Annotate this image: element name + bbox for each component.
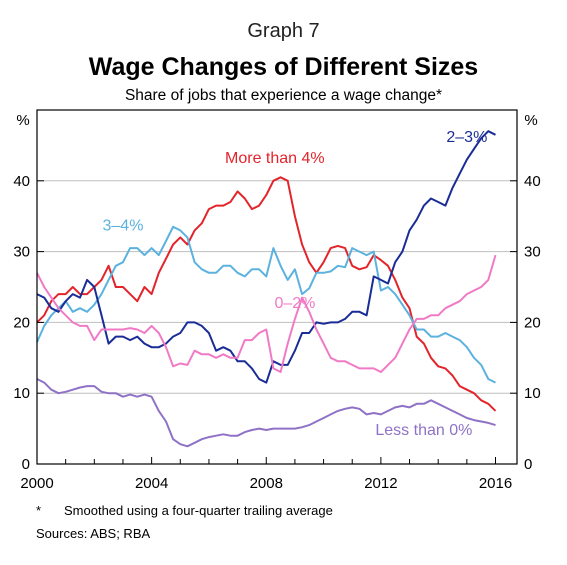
y-tick-label-right-40: 40 — [524, 173, 541, 190]
y-tick-label-right-20: 20 — [524, 314, 541, 331]
axis-ticks: 0 0 10 10 20 20 30 30 40 40 2000 2004 2008 2012 2016 — [13, 173, 540, 492]
chart-subtitle: Share of jobs that experience a wage cha… — [124, 87, 443, 104]
series-label-more-than-4: More than 4% — [225, 150, 325, 167]
y-tick-label-left-0: 0 — [22, 456, 30, 473]
x-tick-label-2016: 2016 — [479, 475, 512, 492]
footnote: * Smoothed using a four-quarter trailing … — [36, 503, 333, 518]
y-axis-unit-left: % — [16, 112, 29, 129]
y-tick-label-left-20: 20 — [13, 314, 30, 331]
series-line-0-2 — [36, 254, 497, 373]
y-tick-label-right-30: 30 — [524, 244, 541, 261]
x-tick-label-2012: 2012 — [364, 475, 397, 492]
graph-label: Graph 7 — [247, 20, 320, 42]
y-tick-label-left-30: 30 — [13, 244, 30, 261]
footnote-text: Smoothed using a four-quarter trailing a… — [64, 503, 333, 518]
gridlines — [37, 180, 517, 394]
series-line-2-3 — [36, 130, 496, 384]
series-line-more-than-4 — [36, 176, 497, 412]
x-tick-label-2004: 2004 — [135, 475, 168, 492]
x-tick-label-2000: 2000 — [20, 475, 53, 492]
y-tick-label-right-10: 10 — [524, 385, 541, 402]
x-tick-label-2008: 2008 — [250, 475, 283, 492]
plot-frame — [36, 109, 518, 465]
chart-title: Wage Changes of Different Sizes — [88, 53, 479, 81]
y-axis-unit-right: % — [524, 112, 537, 129]
series-label-0-2: 0–2% — [274, 295, 315, 312]
series-label-2-3: 2–3% — [446, 129, 487, 146]
series-label-3-4: 3–4% — [103, 217, 144, 234]
y-tick-label-right-0: 0 — [524, 456, 532, 473]
sources: Sources: ABS; RBA — [36, 526, 151, 541]
y-tick-label-left-10: 10 — [13, 385, 30, 402]
y-tick-label-left-40: 40 — [13, 173, 30, 190]
series-labels: More than 4% 3–4% 2–3% 0–2% Less than 0% — [103, 129, 488, 439]
footnote-marker: * — [36, 503, 42, 518]
series-label-less-than-0: Less than 0% — [375, 422, 472, 439]
series-line-less-than-0 — [36, 378, 496, 448]
series-lines — [36, 130, 497, 448]
series-line-3-4 — [36, 225, 496, 384]
